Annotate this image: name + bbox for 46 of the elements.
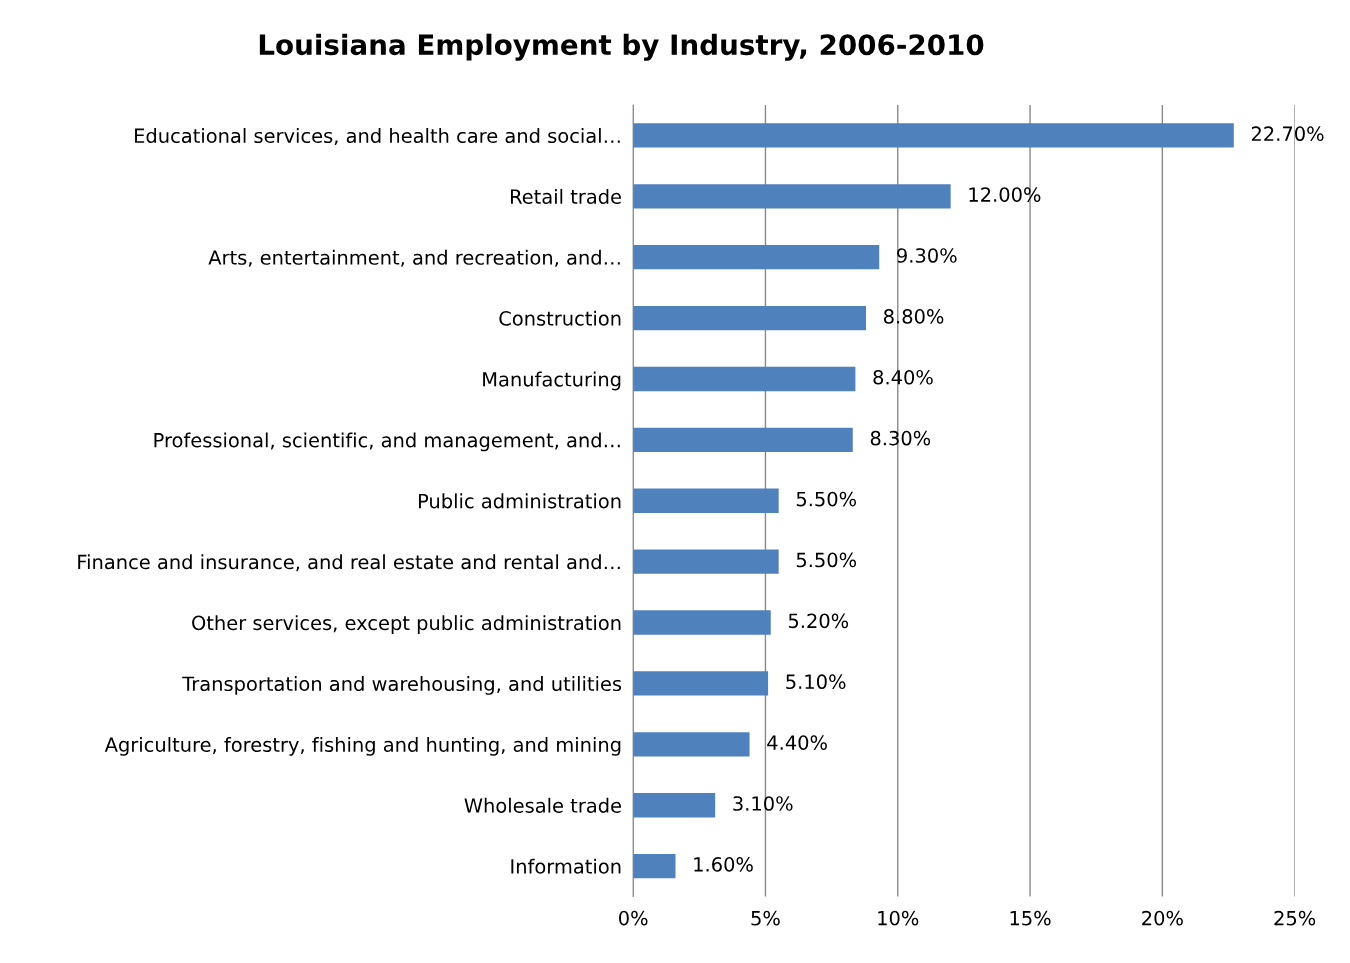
- bar: [633, 245, 880, 270]
- x-tick-label: 15%: [1010, 910, 1051, 926]
- x-tick-label: 10%: [878, 910, 919, 926]
- y-tick-label: Construction: [499, 310, 621, 326]
- y-tick-label: Transportation and warehousing, and utilities: [182, 676, 622, 695]
- bar: [633, 366, 856, 392]
- bar: [633, 427, 853, 453]
- bar: [633, 671, 769, 696]
- bar: [633, 305, 866, 331]
- data-label: 4.40%: [767, 735, 827, 750]
- x-tick-label: 25%: [1274, 910, 1316, 926]
- y-tick-label: Information: [511, 858, 621, 874]
- data-label: 5.20%: [788, 613, 849, 629]
- bar: [633, 732, 750, 757]
- y-tick-label: Finance and insurance, and real estate and rental and…: [78, 554, 620, 572]
- data-label: 8.40%: [873, 369, 933, 385]
- y-tick-label: Other services, except public administration: [192, 615, 621, 634]
- data-label: 5.50%: [796, 491, 857, 507]
- bar: [633, 610, 771, 635]
- data-label: 5.10%: [786, 674, 846, 690]
- y-tick-label: Arts, entertainment, and recreation, and…: [208, 249, 620, 267]
- data-label: 1.60%: [694, 857, 753, 872]
- data-label: 8.80%: [883, 309, 944, 324]
- y-tick-label: Agriculture, forestry, fishing and hunting, and mining: [104, 736, 621, 756]
- bar: [633, 853, 676, 879]
- y-tick-label: Educational services, and health care and social…: [135, 128, 620, 146]
- bar: [633, 549, 779, 574]
- y-tick-label: Retail trade: [510, 188, 621, 204]
- bar: [633, 488, 779, 513]
- x-tick-label: 5%: [751, 910, 780, 926]
- data-label: 22.70%: [1251, 126, 1324, 142]
- data-label: 12.00%: [969, 187, 1041, 202]
- y-tick-label: Public administration: [418, 493, 621, 509]
- data-label: 3.10%: [733, 796, 793, 811]
- y-tick-label: Professional, scientific, and management, and…: [154, 432, 620, 452]
- chart-title: Louisiana Employment by Industry, 2006-2010: [259, 33, 984, 61]
- y-tick-label: Wholesale trade: [464, 797, 621, 813]
- data-label: 9.30%: [897, 248, 957, 263]
- data-label: 8.30%: [870, 430, 931, 446]
- x-tick-label: 20%: [1142, 910, 1183, 926]
- data-label: 5.50%: [796, 552, 857, 568]
- y-tick-label: Manufacturing: [483, 371, 621, 391]
- bar: [633, 793, 716, 818]
- bar: [633, 184, 951, 209]
- bar: [633, 123, 1234, 148]
- x-tick-label: 0%: [619, 910, 648, 926]
